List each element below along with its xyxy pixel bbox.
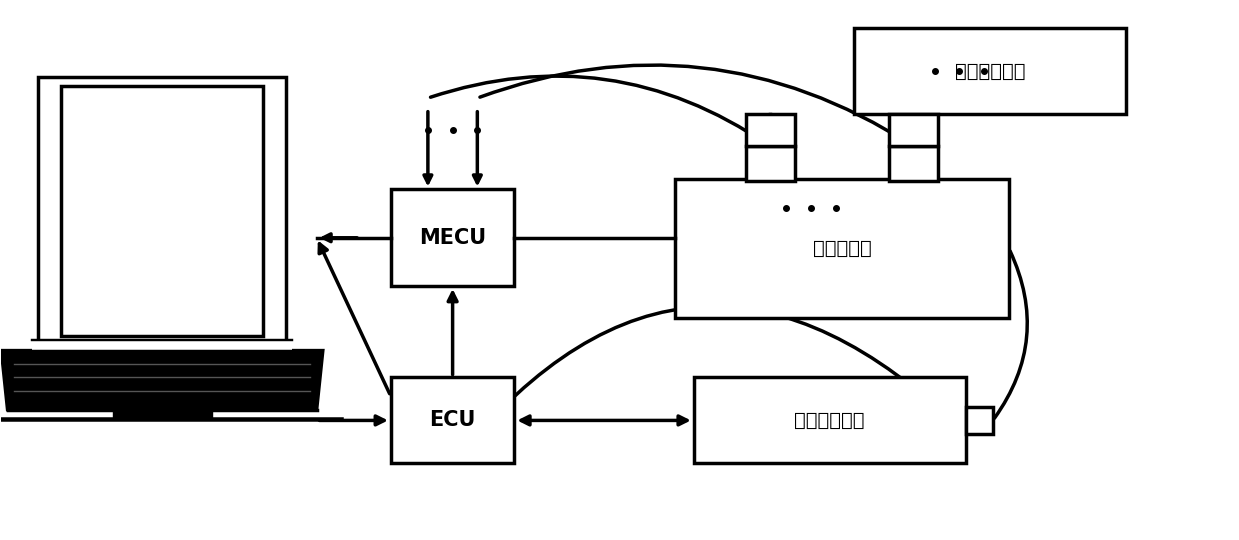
Text: 装卡操作机构: 装卡操作机构 [955,62,1026,80]
Bar [675,179,1009,319]
Bar [32,340,292,350]
FancyArrowPatch shape [479,65,912,145]
Polygon shape [38,77,286,345]
FancyArrowPatch shape [457,307,964,458]
Bar [61,86,264,335]
Bar [694,377,965,463]
Text: 电喷发电机组: 电喷发电机组 [794,411,865,430]
Bar [390,377,514,463]
Bar [113,410,212,420]
Bar [390,190,514,286]
Bar [890,114,938,146]
Bar [855,28,1126,114]
Bar [965,407,992,434]
Bar [746,146,795,181]
Polygon shape [1,350,323,410]
Bar [746,114,795,146]
Text: MECU: MECU [419,228,486,248]
FancyArrowPatch shape [430,76,768,145]
Bar [890,146,938,181]
Text: 排气测量段: 排气测量段 [813,239,871,258]
Text: ECU: ECU [430,410,476,430]
FancyArrowPatch shape [995,251,1027,418]
